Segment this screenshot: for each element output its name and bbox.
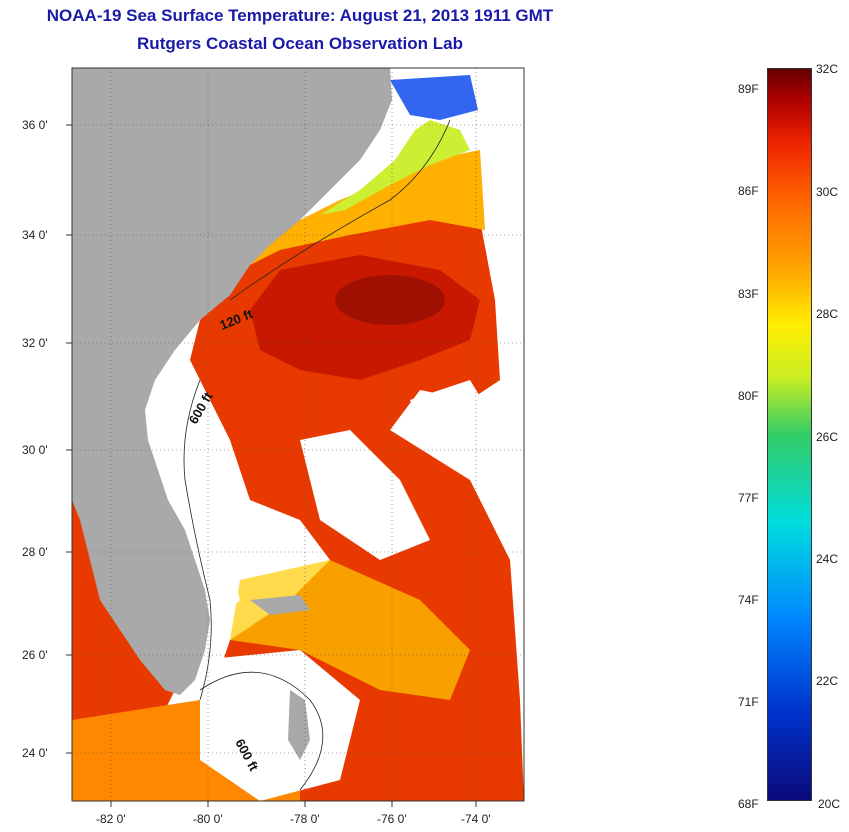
sst-bahamas-mixed	[230, 560, 470, 700]
colorbar-c-26: 26C	[816, 430, 839, 444]
lat-label-32: 32 0'	[22, 336, 48, 350]
cloud-gap-4	[200, 650, 360, 801]
colorbar-f-83: 83F	[738, 287, 759, 301]
colorbar-f-71: 71F	[738, 695, 759, 709]
lon-label-78: -78 0'	[290, 812, 320, 826]
map-subtitle: Rutgers Coastal Ocean Observation Lab	[137, 34, 463, 53]
lat-label-24: 24 0'	[22, 746, 48, 760]
colorbar-c-28: 28C	[816, 307, 839, 321]
land-andros	[288, 690, 310, 760]
lon-label-80: -80 0'	[193, 812, 223, 826]
sst-coastal-cool	[320, 120, 470, 215]
sst-map: 120 ft 600 ft 600 ft	[66, 67, 525, 807]
colorbar-f-74: 74F	[738, 593, 759, 607]
lat-label-30: 30 0'	[22, 443, 48, 457]
lat-label-26: 26 0'	[22, 648, 48, 662]
colorbar-c-30: 30C	[816, 185, 839, 199]
land-bahamas-north	[250, 595, 310, 615]
contour-120ft	[229, 119, 451, 301]
lat-label-34: 34 0'	[22, 228, 48, 242]
lon-label-76: -76 0'	[377, 812, 407, 826]
colorbar-f-86: 86F	[738, 184, 759, 198]
map-title: NOAA-19 Sea Surface Temperature: August …	[46, 6, 554, 25]
contour-600ft	[183, 379, 212, 701]
colorbar-f-77: 77F	[738, 491, 759, 505]
lon-label-74: -74 0'	[461, 812, 491, 826]
colorbar-c-20: 20C	[818, 797, 841, 811]
lon-label-82: -82 0'	[96, 812, 126, 826]
cloud-gap-3	[300, 430, 430, 560]
graticule	[72, 68, 524, 801]
tick-marks	[66, 124, 477, 807]
temperature-colorbar	[767, 68, 812, 801]
lat-label-28: 28 0'	[22, 545, 48, 559]
contour-bahamas	[199, 671, 324, 791]
cloud-gap-2	[410, 380, 500, 470]
sst-coastal-mild	[240, 150, 485, 270]
map-frame	[71, 67, 525, 802]
lat-label-36: 36 0'	[22, 118, 48, 132]
colorbar-f-68: 68F	[738, 797, 759, 811]
colorbar-c-22: 22C	[816, 674, 839, 688]
colorbar-c-32: 32C	[816, 62, 839, 76]
sst-northern-blue	[390, 75, 478, 120]
colorbar-c-24: 24C	[816, 552, 839, 566]
colorbar-f-80: 80F	[738, 389, 759, 403]
land-us-coast	[72, 68, 392, 695]
sst-hotspot	[335, 275, 445, 325]
colorbar-f-89: 89F	[738, 82, 759, 96]
